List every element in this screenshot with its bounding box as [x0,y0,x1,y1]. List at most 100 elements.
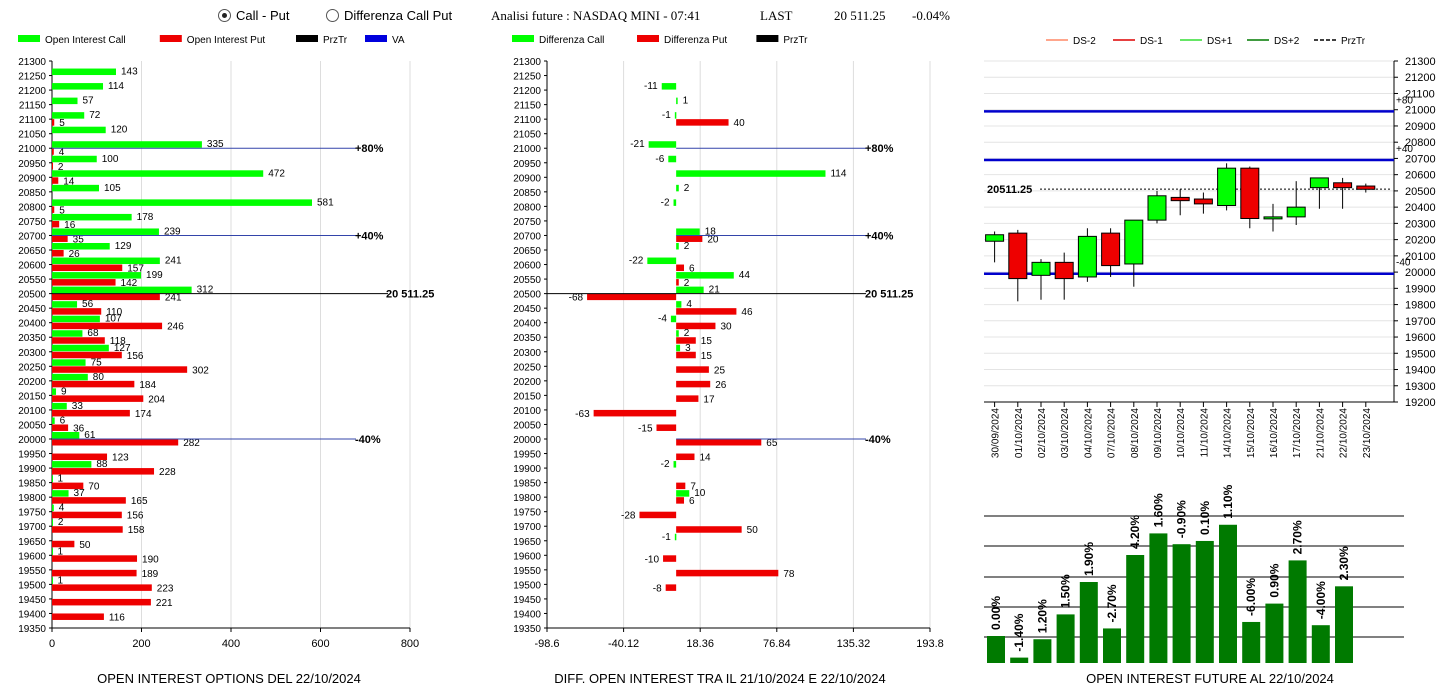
p2-strike-label: 21150 [514,101,542,112]
p2-strike-label: 19450 [513,595,541,606]
p1-put-bar [52,177,59,184]
p3-legend-label: DS+1 [1207,36,1233,47]
p2-va-label: +40% [865,230,894,242]
p2-strike-label: 19500 [513,580,541,591]
radio-diff[interactable]: Differenza Call Put [326,8,452,23]
p1-call-bar [52,548,53,555]
radio-call-put[interactable]: Call - Put [218,8,289,23]
p1-put-bar [52,555,138,562]
p1-call-bar [52,170,264,177]
p2-strike-label: 19600 [513,551,541,562]
p1-put-value: 158 [128,525,145,536]
p1-put-bar [52,497,126,504]
p2-call-value: -1 [662,110,671,121]
p1-call-value: 239 [164,226,181,237]
p2-va-label: +80% [865,143,894,155]
p1-call-value: 1 [57,474,63,485]
p1-strike-label: 19450 [18,595,46,606]
p1-strike-label: 21200 [18,86,46,97]
p1-strike-label: 20600 [18,261,46,272]
p2-xtick-label: 135.32 [837,638,871,650]
p2-strike-label: 20200 [513,377,541,388]
p1-strike-label: 20900 [18,173,46,184]
radio-unselected-icon[interactable] [326,9,339,22]
p3-date-label: 16/10/2024 [1269,408,1280,458]
p2-strike-label: 20600 [513,261,541,272]
p1-call-bar [52,243,110,250]
p1-put-bar [52,220,60,228]
p1-put-value: 190 [142,554,159,565]
p3-candle [1309,177,1329,189]
p1-strike-label: 21300 [18,57,46,68]
p4-bar [1103,628,1121,663]
p3-candle [1333,182,1353,189]
p1-call-value: 6 [60,415,66,426]
p2-put-value: -10 [645,554,660,565]
p4-bar [1010,657,1029,663]
p1-put-value: 157 [127,264,144,275]
p3-price-label: 20511.25 [987,184,1032,196]
p2-call-value: 10 [694,488,706,499]
p4-bar [1033,639,1052,663]
p1-put-bar [52,162,53,170]
p2-call-bar [676,301,682,308]
p1-put-bar [52,337,105,344]
p2-call-bar [676,344,681,352]
p2-call-bar [676,272,734,279]
p1-strike-label: 20000 [18,435,46,446]
p1-put-bar [52,264,123,272]
p1-put-bar [52,584,152,591]
p1-put-bar [52,613,104,620]
p2-put-bar [676,279,679,286]
p2-strike-label: 20100 [513,406,541,417]
p1-strike-label: 20500 [18,290,46,301]
p2-strike-label: 20950 [513,159,541,170]
p2-put-bar [676,235,703,242]
p1-call-bar [52,315,100,323]
p1-put-value: 223 [157,583,174,594]
p1-call-bar [52,417,55,424]
p1-call-bar [52,184,99,192]
p1-xtick-label: 800 [401,638,419,650]
p1-put-value: 26 [69,249,81,260]
p3-legend-label: PrzTr [1341,36,1366,47]
p4-bar [1172,544,1191,663]
p2-call-bar [673,199,677,206]
p1-call-value: 105 [104,183,121,194]
p2-strike-label: 20900 [513,173,541,184]
p3-date-label: 10/10/2024 [1176,408,1187,458]
p1-call-value: 335 [207,139,224,150]
p1-put-value: 16 [64,220,76,231]
p2-put-bar [676,119,729,126]
p4-bar-label: -4.00% [1314,581,1328,619]
p1-call-value: 56 [82,299,94,310]
p1-strike-label: 20850 [18,188,46,199]
p2-strike-label: 21000 [513,144,541,155]
p1-put-bar [52,148,54,155]
p3-date-label: 22/10/2024 [1339,408,1350,458]
p1-call-bar [52,432,80,439]
p4-bar-label: 1.60% [1151,493,1165,527]
p3-ytick-label: 21100 [1405,88,1435,100]
p1-strike-label: 20650 [18,246,46,257]
p1-call-value: 1 [57,575,63,586]
p3-level-label: -40 [1396,258,1411,269]
p3-ytick-label: 19700 [1405,316,1436,328]
p4-bar-label: -1.40% [1012,613,1026,651]
p2-put-value: -8 [653,583,662,594]
radio-selected-icon[interactable] [218,9,231,22]
p3-candle [985,234,1005,242]
p2-xtick-label: 18.36 [686,638,714,650]
p1-call-value: 581 [317,197,334,208]
p2-strike-label: 19650 [513,537,541,548]
p1-put-bar [52,395,144,402]
p1-put-value: 156 [127,351,144,362]
p1-call-bar [52,112,85,119]
p1-call-value: 472 [268,168,285,179]
p4-bar-label: -0.90% [1175,500,1189,538]
p3-date-label: 01/10/2024 [1014,408,1025,458]
p3-candle [1193,198,1213,205]
p1-call-value: 178 [137,212,154,223]
last-label: LAST [760,8,793,23]
